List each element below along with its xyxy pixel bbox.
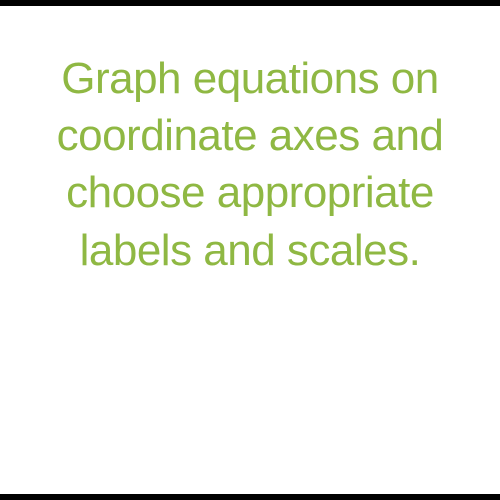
letterbox-top — [0, 0, 500, 6]
slide-text: Graph equations on coordinate axes and c… — [20, 50, 480, 279]
slide-container: Graph equations on coordinate axes and c… — [0, 0, 500, 500]
letterbox-bottom — [0, 494, 500, 500]
